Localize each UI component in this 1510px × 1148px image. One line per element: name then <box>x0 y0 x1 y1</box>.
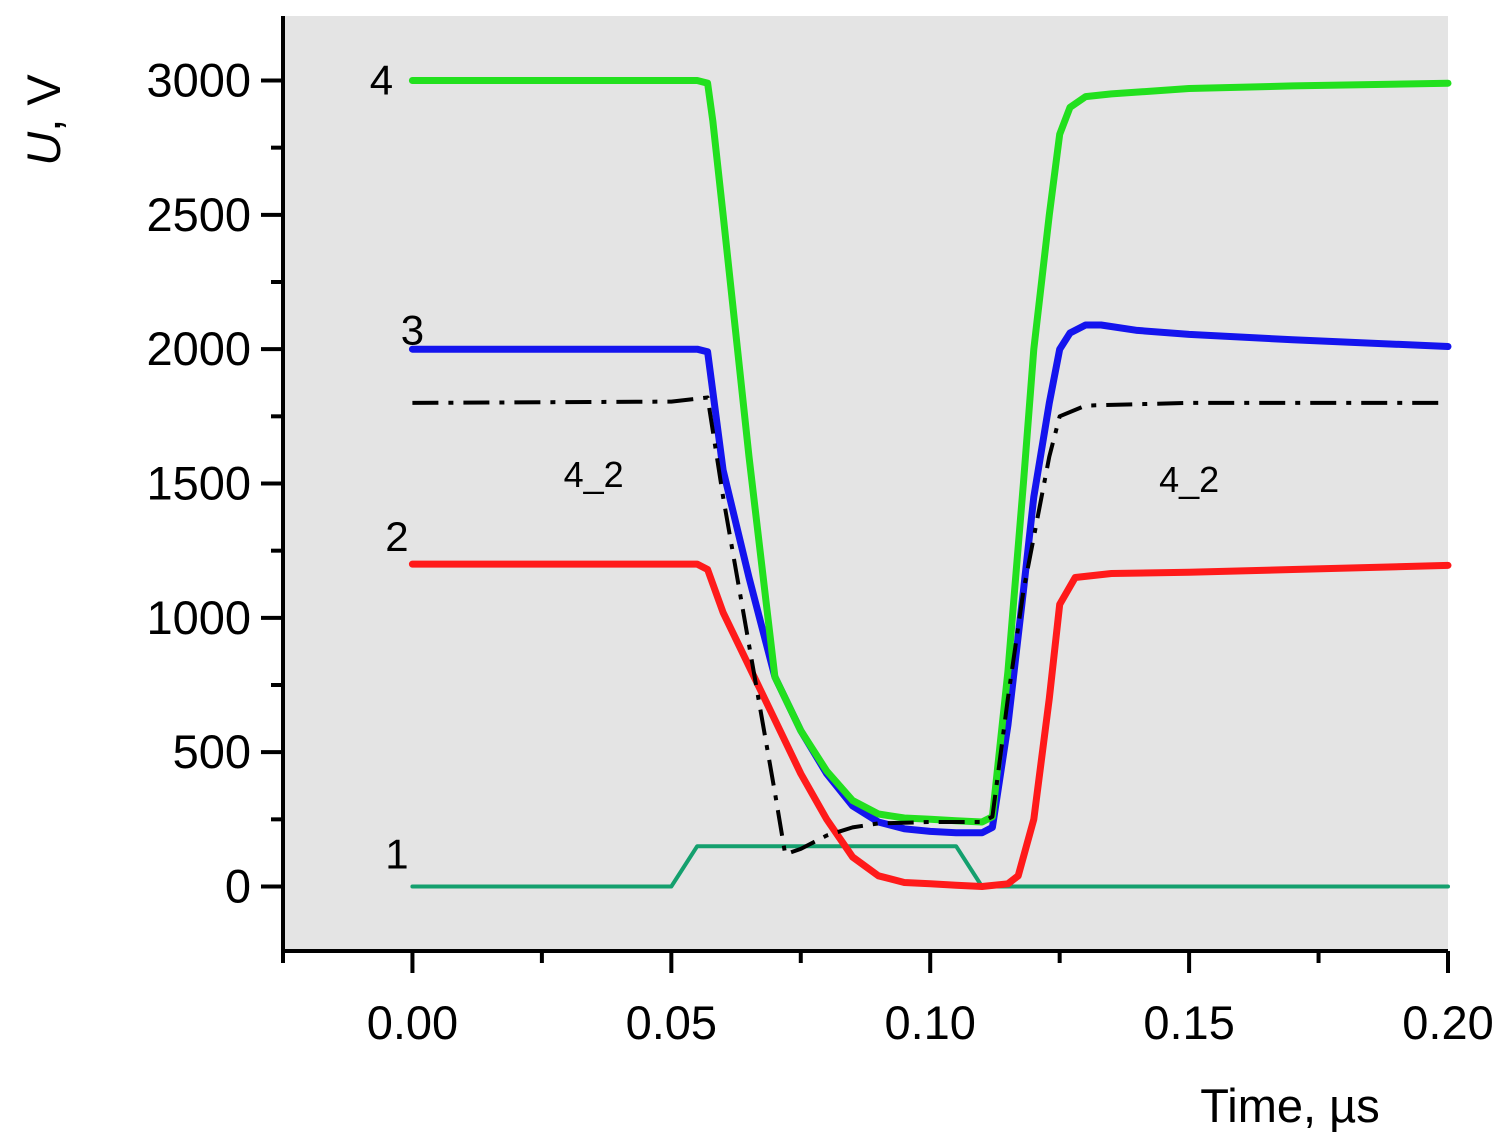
x-tick-label: 0.20 <box>1402 996 1493 1049</box>
x-tick-label: 0.00 <box>367 996 458 1049</box>
y-tick-label: 500 <box>173 725 251 778</box>
curve-label: 4_2 <box>564 454 624 495</box>
y-axis-title-symbol: U <box>17 131 70 166</box>
labels-layer: 0 500 1000 1500 2000 2500 3000 0.00 0.05 0.10 0.15… <box>146 53 1493 1049</box>
y-axis-title-unit: , V <box>17 74 70 132</box>
x-tick-label: 0.05 <box>626 996 717 1049</box>
series-line-1 <box>410 844 1450 889</box>
x-axis-title: Time, µs <box>1200 1079 1379 1132</box>
curve-label: 2 <box>385 513 408 560</box>
y-tick-label: 1000 <box>146 591 251 644</box>
series-line-4-2 <box>412 395 1448 857</box>
y-axis-title: U, V <box>17 74 70 166</box>
y-tick-label: 2000 <box>146 322 251 375</box>
x-tick-label: 0.15 <box>1143 996 1234 1049</box>
series-line-2 <box>408 560 1452 890</box>
curve-label: 4 <box>370 56 393 103</box>
y-tick-label: 1500 <box>146 457 251 510</box>
curve-label: 3 <box>401 306 424 353</box>
axes-layer <box>261 16 1450 973</box>
series-layer <box>408 77 1452 890</box>
series-line-3 <box>408 321 1452 837</box>
curve-label: 1 <box>385 830 408 877</box>
y-tick-label: 2500 <box>146 188 251 241</box>
annotation-layer: 4 3 2 1 4_2 4_2 <box>370 56 1219 877</box>
curve-label: 4_2 <box>1159 459 1219 500</box>
y-tick-label: 0 <box>225 860 251 913</box>
plot-background <box>283 16 1448 951</box>
y-tick-label: 3000 <box>146 53 251 106</box>
x-tick-label: 0.10 <box>884 996 975 1049</box>
